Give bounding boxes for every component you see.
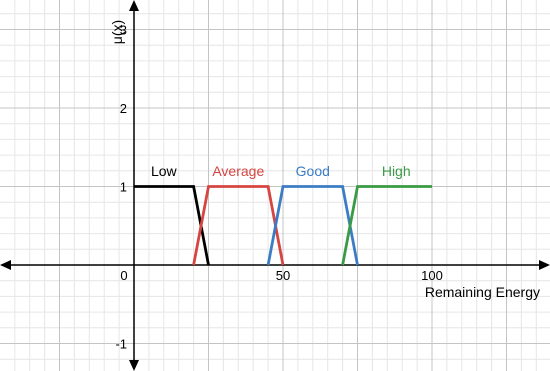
series-label-average: Average [212,163,264,179]
series-label-high: High [382,163,411,179]
y-axis-label: μ(x) [109,20,125,44]
series-lines [134,185,432,266]
x-axis-arrow-right [539,260,550,270]
y-tick-label: 3 [120,23,127,38]
x-tick-label: 100 [421,268,443,283]
y-tick-label: 1 [120,180,127,195]
x-axis-label: Remaining Energy [425,284,540,300]
y-axis-arrow-up [129,0,139,11]
series-label-good: Good [296,163,330,179]
x-axis-arrow-left [0,260,11,270]
tick-labels: 0 50 100 -1 1 2 3 [115,23,442,352]
series-line-high [341,185,432,266]
y-tick-label: 2 [120,101,127,116]
series-labels: Low Average Good High [151,163,411,179]
y-tick-label: -1 [115,337,127,352]
x-tick-label: 50 [276,268,290,283]
y-axis-arrow-down [129,360,139,371]
series-label-low: Low [151,163,178,179]
x-tick-label: 0 [120,268,127,283]
series-line-low [134,185,210,266]
